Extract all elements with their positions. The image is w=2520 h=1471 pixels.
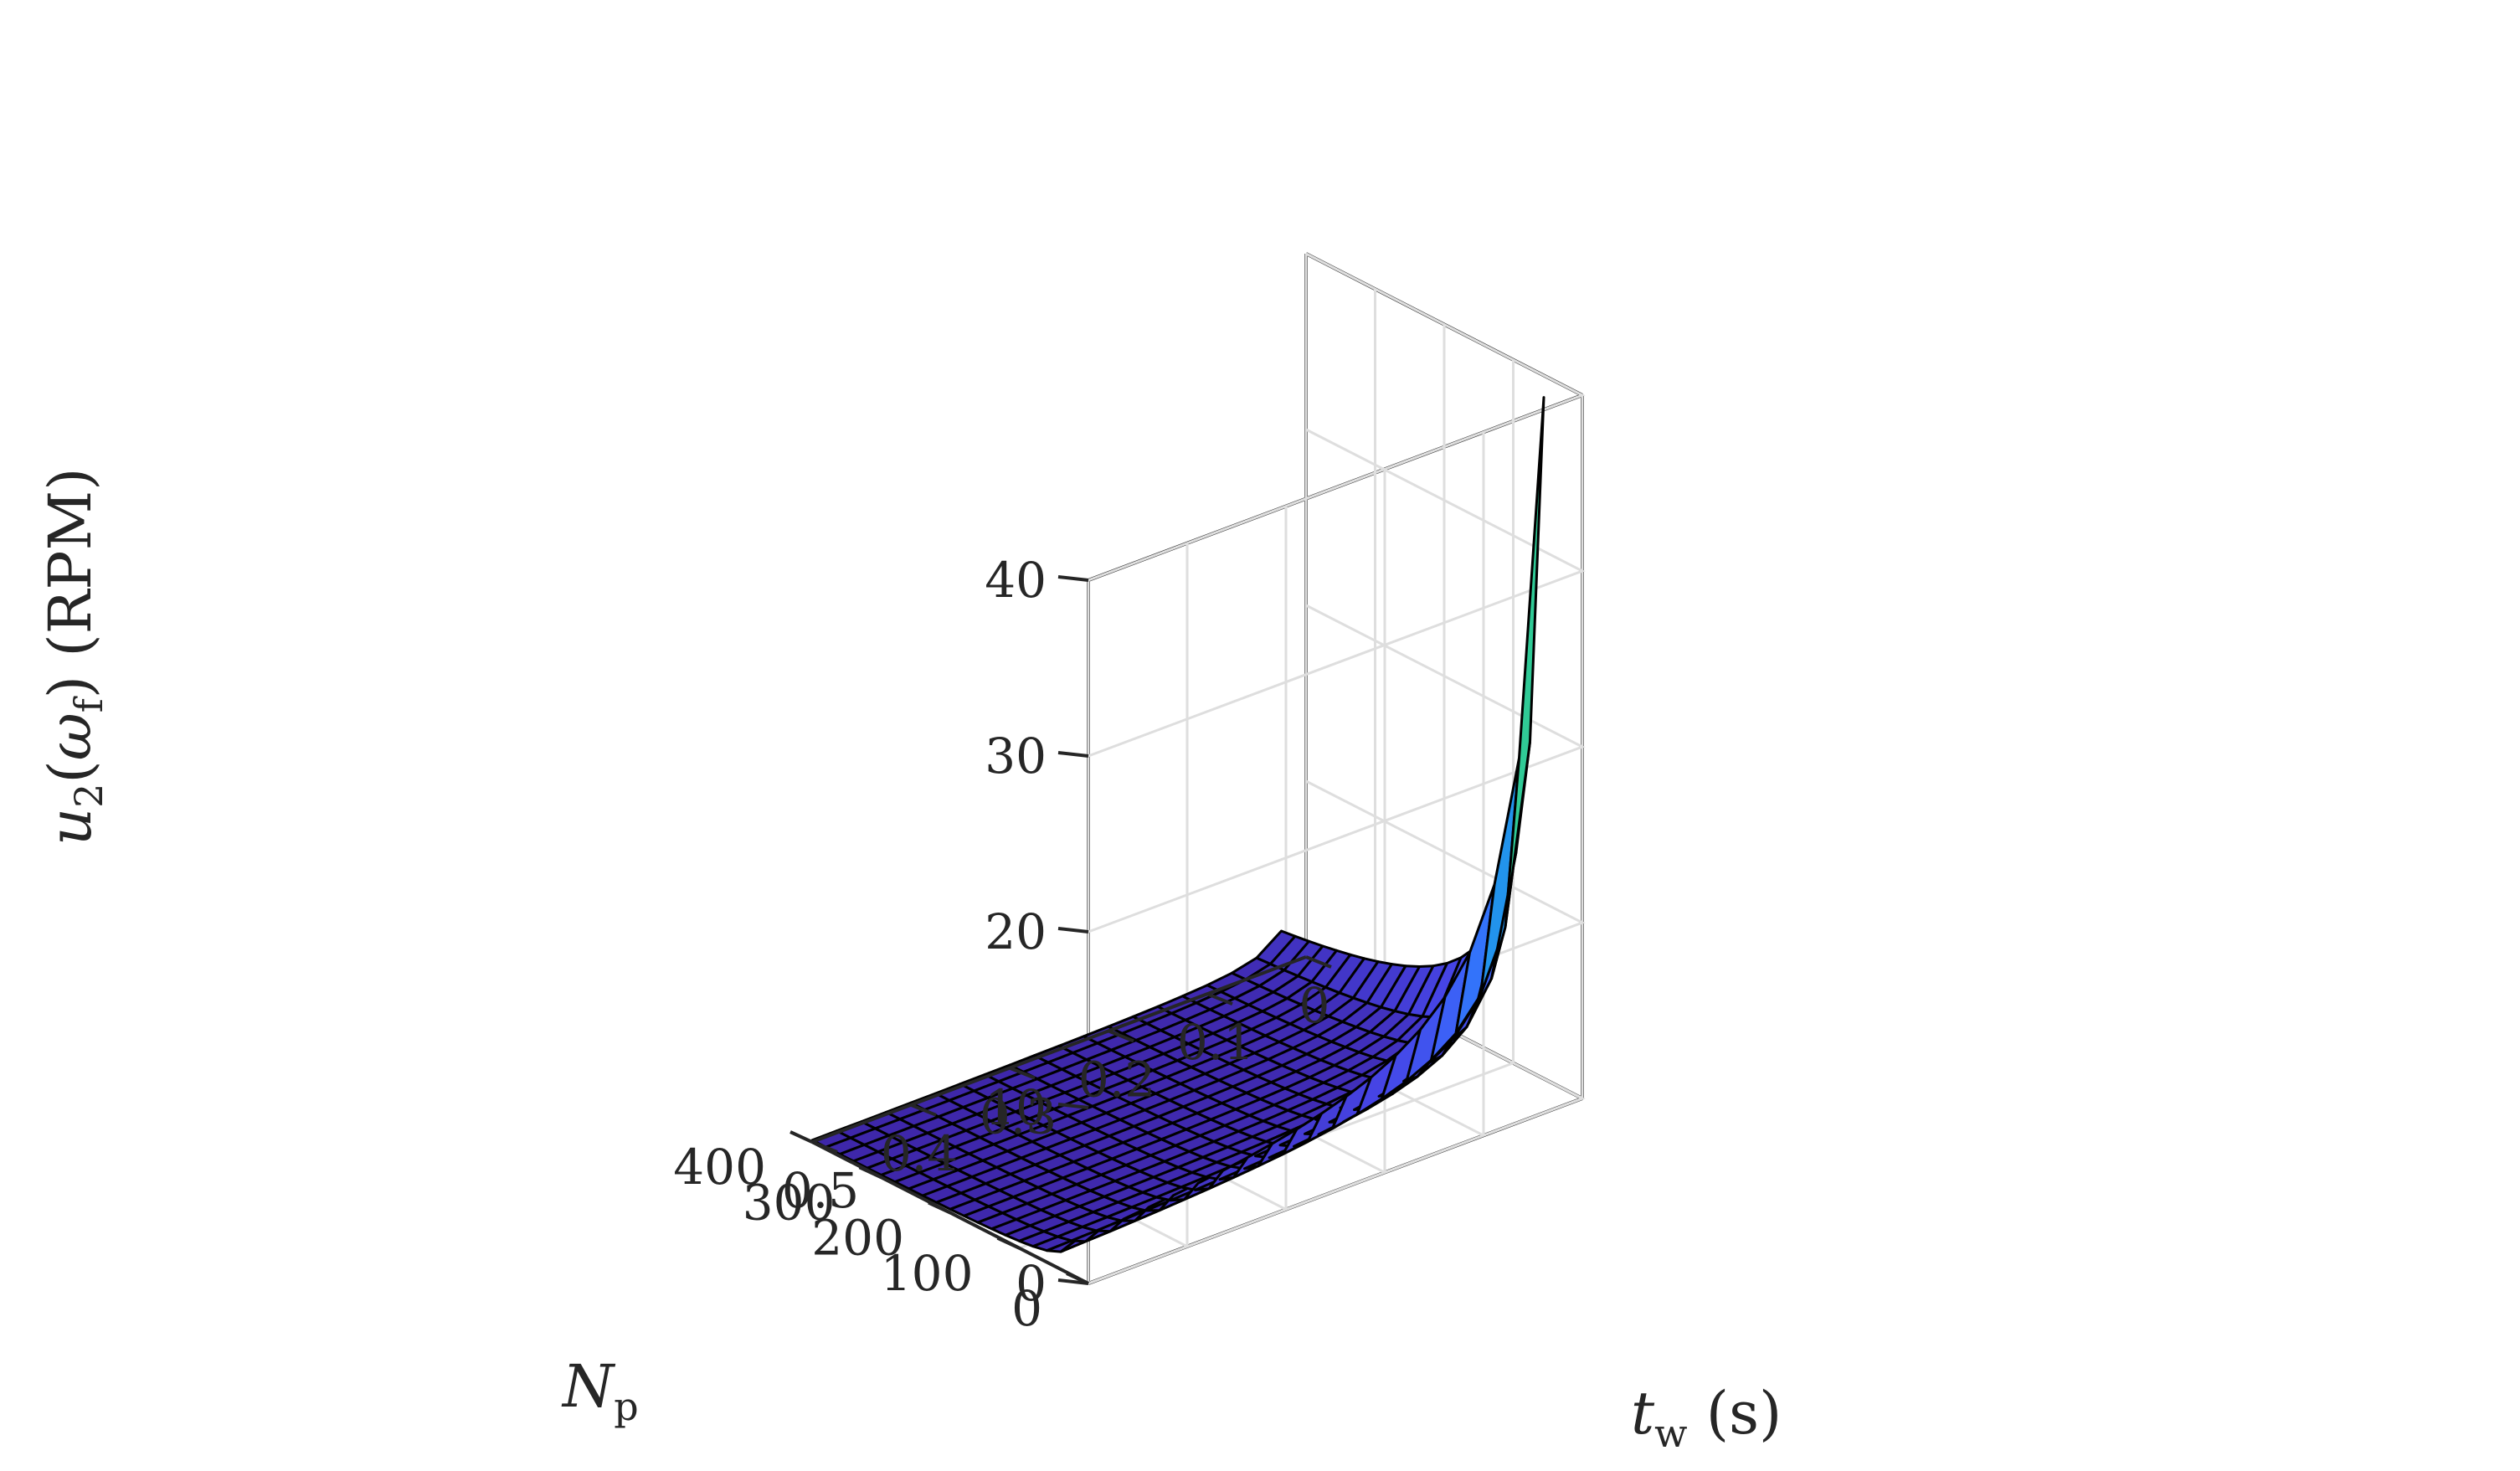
surface-mesh xyxy=(810,396,1545,1253)
tw-tick-mark-5 xyxy=(811,1140,838,1154)
tw-tick-label-3: 0.3 xyxy=(980,1088,1057,1145)
y-axis-title: Np xyxy=(561,1352,639,1429)
x-axis-label-unit: (s) xyxy=(1688,1379,1782,1448)
tw-tick-label-4: 0.4 xyxy=(881,1125,958,1182)
grid-line-z-2 xyxy=(1088,604,1586,934)
x-axis-title: tw (s) xyxy=(1631,1379,1782,1456)
tw-tick-label-0: 0 xyxy=(1299,977,1330,1034)
z-axis-label-unit: (RPM) xyxy=(36,468,105,676)
tw-tick-label-5: 0.5 xyxy=(782,1162,859,1219)
np-tick-label-3: 300 xyxy=(743,1174,836,1231)
np-tick-mark-0 xyxy=(1066,1272,1089,1285)
z-axis-label-omega: ω xyxy=(36,712,105,760)
np-tick-label-4: 400 xyxy=(673,1139,766,1196)
z-tick-label-2: 20 xyxy=(985,903,1047,960)
grid-line-z-3 xyxy=(1088,428,1586,758)
z-axis-label-sub: 2 xyxy=(66,784,111,808)
grid-line-z-4 xyxy=(1088,252,1586,582)
surface-cell-0-0 xyxy=(1504,396,1545,928)
z-axis-label-close: ) xyxy=(36,676,105,698)
z-axis-label-main: u xyxy=(36,808,105,846)
tw-tick-mark-2 xyxy=(1108,1029,1134,1043)
np-tick-mark-2 xyxy=(928,1201,951,1215)
x-axis-label-main: t xyxy=(1631,1379,1655,1448)
z-tick-label-0: 0 xyxy=(1016,1255,1047,1312)
x-axis-label-sub: w xyxy=(1654,1411,1687,1456)
np-tick-mark-4 xyxy=(789,1130,813,1144)
np-tick-label-1: 100 xyxy=(881,1245,974,1302)
z-tick-mark-1 xyxy=(1057,1103,1089,1109)
z-axis-label-open: ( xyxy=(36,760,105,783)
tw-tick-mark-4 xyxy=(910,1103,937,1117)
z-tick-mark-2 xyxy=(1057,927,1089,934)
z-tick-label-4: 40 xyxy=(985,552,1047,609)
z-axis-label-omega-sub: f xyxy=(66,696,111,712)
tw-tick-mark-3 xyxy=(1009,1066,1036,1080)
axis-line-front-tw xyxy=(811,955,1307,1144)
tw-tick-mark-1 xyxy=(1206,992,1233,1006)
z-tick-label-1: 10 xyxy=(985,1079,1047,1136)
np-tick-label-2: 200 xyxy=(811,1210,904,1267)
np-tick-label-0: 0 xyxy=(1011,1280,1042,1337)
floor-grid-np-0 xyxy=(1088,1097,1583,1285)
np-tick-mark-3 xyxy=(858,1165,882,1180)
z-tick-label-3: 30 xyxy=(985,728,1047,784)
tw-tick-label-2: 0.2 xyxy=(1078,1051,1155,1108)
y-axis-label-main: N xyxy=(561,1352,616,1421)
z-tick-mark-4 xyxy=(1057,575,1089,582)
tw-tick-label-1: 0.1 xyxy=(1177,1014,1254,1071)
z-tick-mark-3 xyxy=(1057,751,1089,758)
np-tick-mark-1 xyxy=(996,1236,1021,1250)
tw-tick-mark-0 xyxy=(1305,955,1332,969)
z-axis-title: u2(ωf) (RPM) xyxy=(36,468,111,846)
y-axis-label-sub: p xyxy=(614,1384,638,1429)
